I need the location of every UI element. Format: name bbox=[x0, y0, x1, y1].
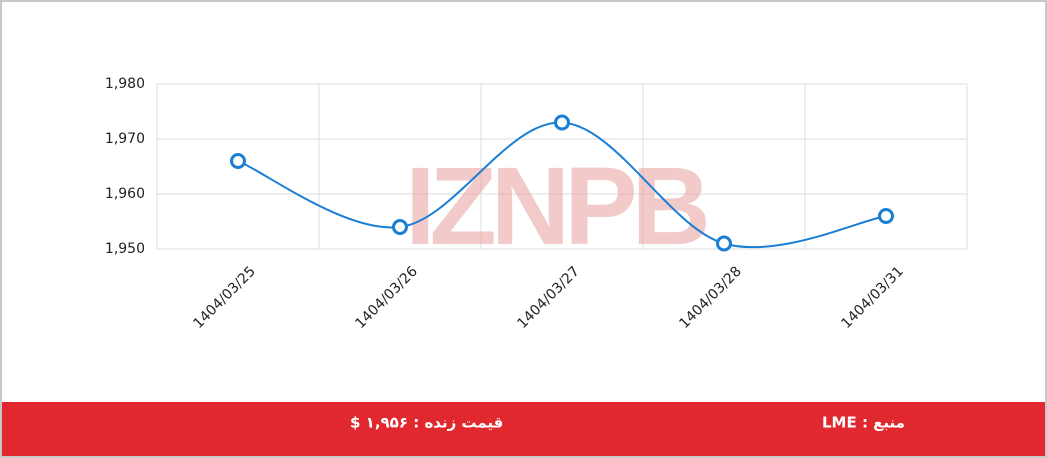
live-price: قیمت زنده : ۱,۹۵۶ $ bbox=[350, 414, 503, 432]
point bbox=[230, 153, 246, 169]
point bbox=[392, 219, 408, 235]
y-tick-label: 1,980 bbox=[105, 76, 145, 92]
y-tick-label: 1,950 bbox=[105, 241, 145, 257]
y-tick-label: 1,970 bbox=[105, 131, 145, 147]
point bbox=[554, 114, 570, 131]
point bbox=[878, 208, 894, 224]
point bbox=[716, 235, 732, 252]
plot bbox=[156, 83, 968, 250]
watermark: IZNPB bbox=[405, 145, 707, 268]
footer-bar bbox=[2, 402, 1045, 456]
source: منبع : LME bbox=[822, 414, 905, 432]
y-tick-label: 1,960 bbox=[105, 186, 145, 202]
